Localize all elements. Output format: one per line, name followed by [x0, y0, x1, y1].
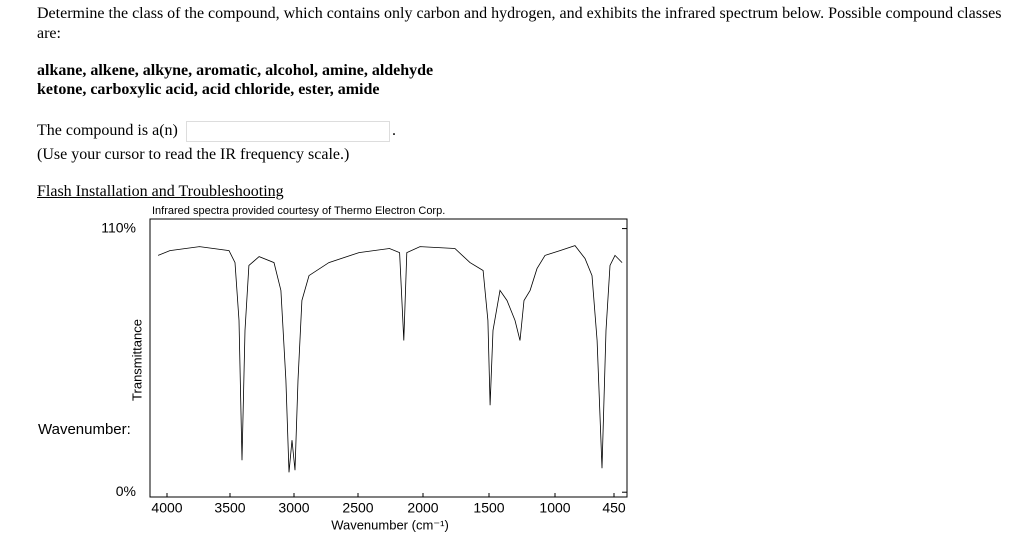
question-text: Determine the class of the compound, whi… [37, 5, 1002, 42]
cursor-label: Wavenumber: [38, 421, 131, 438]
classes-line: alkane, alkene, alkyne, aromatic, alcoho… [37, 62, 434, 79]
answer-hint: (Use your cursor to read the IR frequenc… [37, 146, 350, 163]
x-axis-label: Wavenumber (cm⁻¹) [331, 517, 449, 532]
x-tick-label: 3500 [214, 500, 245, 516]
answer-input[interactable] [186, 121, 390, 142]
answer-suffix: . [392, 122, 396, 139]
chart-title: Infrared spectra provided courtesy of Th… [152, 205, 445, 217]
help-link[interactable]: Flash Installation and Troubleshooting [37, 183, 284, 200]
y-tick-label: 110% [101, 219, 136, 235]
answer-prompt: The compound is a(n) [37, 122, 178, 139]
classes-line: ketone, carboxylic acid, acid chloride, … [37, 81, 380, 98]
x-tick-label: 2500 [342, 500, 373, 516]
y-axis-label: Transmittance [129, 319, 144, 401]
x-tick-label: 4000 [151, 500, 182, 516]
x-tick-label: 450 [602, 500, 626, 516]
x-tick-label: 1000 [539, 500, 570, 516]
plot-frame [149, 218, 628, 498]
spectrum-line [157, 245, 623, 473]
x-tick-label: 1500 [473, 500, 504, 516]
x-tick-label: 2000 [407, 500, 438, 516]
x-tick-label: 3000 [278, 500, 309, 516]
y-tick-label: 0% [116, 483, 136, 499]
